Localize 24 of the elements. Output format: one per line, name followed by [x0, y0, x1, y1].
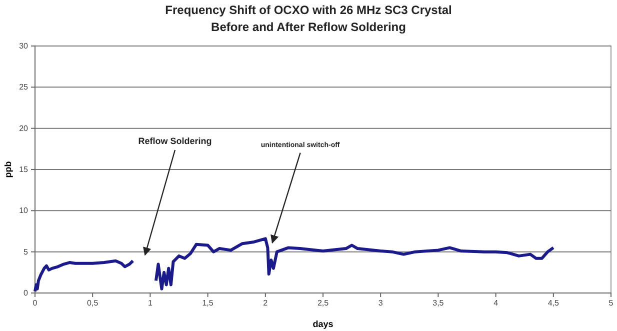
x-tick-label: 2 — [263, 298, 268, 308]
x-axis-title: days — [312, 319, 334, 329]
annotation: Reflow Soldering — [138, 136, 212, 146]
x-tick-label: 3 — [378, 298, 384, 308]
y-axis-title: ppb — [3, 160, 13, 178]
x-tick-label: 2,5 — [317, 298, 330, 308]
y-tick-label: 5 — [24, 247, 29, 256]
x-tick-label: 1 — [148, 298, 153, 308]
x-tick-label: 3,5 — [432, 298, 444, 308]
x-tick-label: 0,5 — [87, 298, 99, 308]
y-tick-label: 30 — [19, 42, 29, 51]
y-tick-label: 15 — [19, 165, 29, 174]
x-tick-label: 5 — [608, 298, 614, 308]
line-series — [154, 237, 555, 290]
x-tick-label: 0 — [32, 298, 38, 308]
y-tick-label: 20 — [19, 124, 29, 133]
chart-title: Frequency Shift of OCXO with 26 MHz SC3 Crystal Before and After Reflow Soldering — [165, 3, 452, 34]
x-tick-label: 4,5 — [548, 298, 560, 308]
y-tick-label: 10 — [19, 206, 29, 216]
x-tick-label: 4 — [494, 298, 499, 308]
line-series — [34, 259, 134, 293]
x-tick-label: 1,5 — [202, 298, 214, 308]
y-tick-label: 0 — [24, 288, 29, 298]
y-tick-label: 25 — [19, 82, 29, 92]
